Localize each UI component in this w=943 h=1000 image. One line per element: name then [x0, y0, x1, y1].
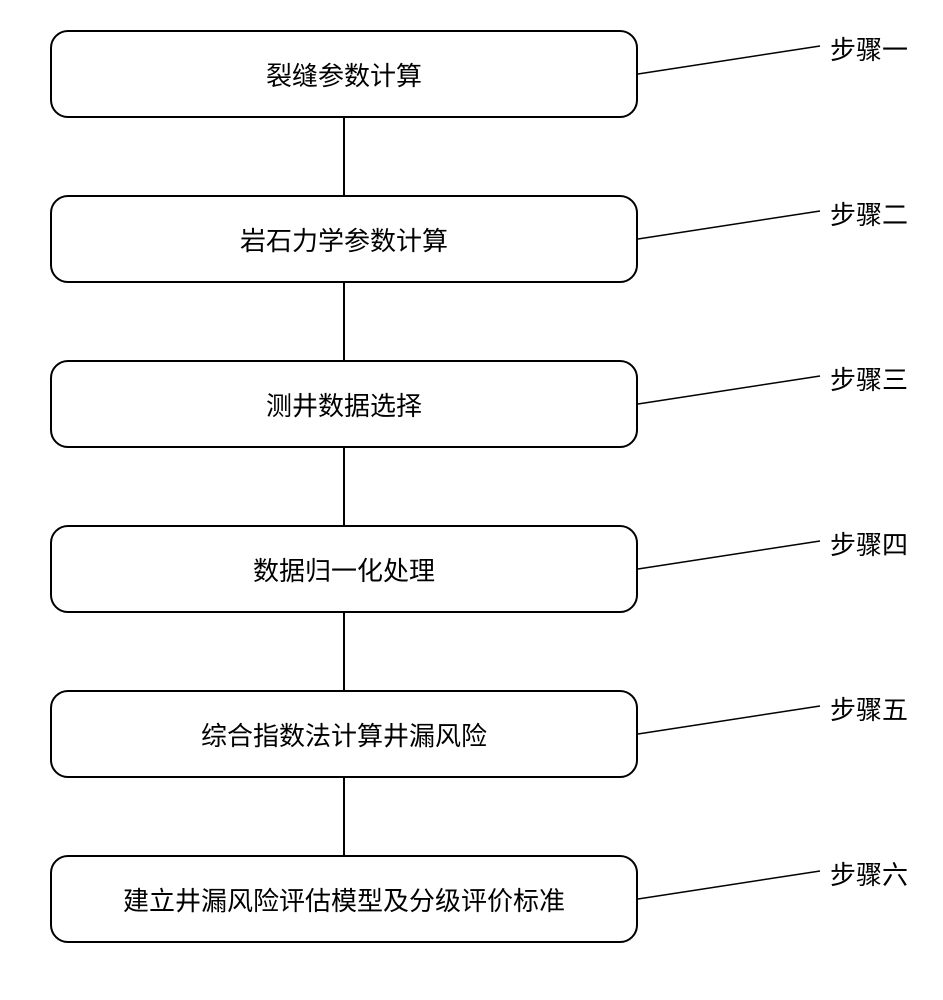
flowchart-node-label: 建立井漏风险评估模型及分级评价标准	[123, 881, 565, 918]
step-label: 步骤三	[830, 360, 908, 397]
step-label: 步骤二	[830, 195, 908, 232]
flowchart-node: 测井数据选择	[50, 360, 638, 448]
flowchart-node-label: 岩石力学参数计算	[240, 221, 448, 258]
flowchart-node-label: 综合指数法计算井漏风险	[201, 716, 487, 753]
flowchart-node-label: 裂缝参数计算	[266, 56, 422, 93]
flowchart-node: 数据归一化处理	[50, 525, 638, 613]
step-label: 步骤六	[830, 855, 908, 892]
flowchart-node-label: 数据归一化处理	[253, 551, 435, 588]
flowchart-node: 建立井漏风险评估模型及分级评价标准	[50, 855, 638, 943]
flowchart-node: 裂缝参数计算	[50, 30, 638, 118]
step-label: 步骤五	[830, 690, 908, 727]
step-label: 步骤四	[830, 525, 908, 562]
flowchart-node: 综合指数法计算井漏风险	[50, 690, 638, 778]
step-label: 步骤一	[830, 30, 908, 67]
step-leader-line	[0, 0, 943, 1000]
flowchart-node-label: 测井数据选择	[266, 386, 422, 423]
flowchart-node: 岩石力学参数计算	[50, 195, 638, 283]
